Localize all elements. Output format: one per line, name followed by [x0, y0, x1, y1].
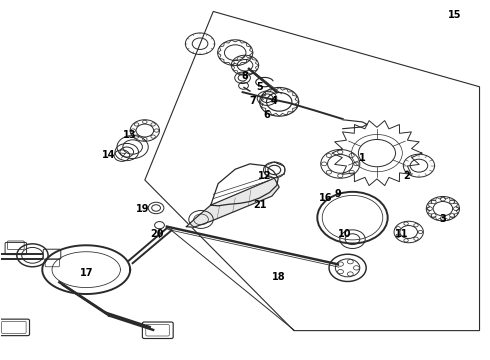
- Text: 4: 4: [271, 96, 278, 106]
- Text: 14: 14: [101, 150, 115, 160]
- Text: 5: 5: [256, 82, 263, 92]
- Text: 20: 20: [150, 229, 164, 239]
- Text: 12: 12: [258, 171, 271, 181]
- Text: 1: 1: [359, 153, 366, 163]
- Text: 17: 17: [79, 268, 93, 278]
- Text: 15: 15: [448, 10, 462, 20]
- Text: 7: 7: [249, 96, 256, 106]
- Text: 8: 8: [242, 71, 248, 81]
- Polygon shape: [343, 120, 367, 129]
- Text: 16: 16: [319, 193, 332, 203]
- Text: 21: 21: [253, 200, 267, 210]
- Text: 3: 3: [440, 215, 446, 224]
- Text: 9: 9: [335, 189, 341, 199]
- Text: 18: 18: [272, 272, 286, 282]
- Text: 13: 13: [123, 130, 137, 140]
- Text: 11: 11: [394, 229, 408, 239]
- Text: 19: 19: [136, 204, 149, 214]
- Text: 6: 6: [264, 111, 270, 121]
- Polygon shape: [186, 178, 279, 227]
- Text: 2: 2: [403, 171, 410, 181]
- Text: 10: 10: [339, 229, 352, 239]
